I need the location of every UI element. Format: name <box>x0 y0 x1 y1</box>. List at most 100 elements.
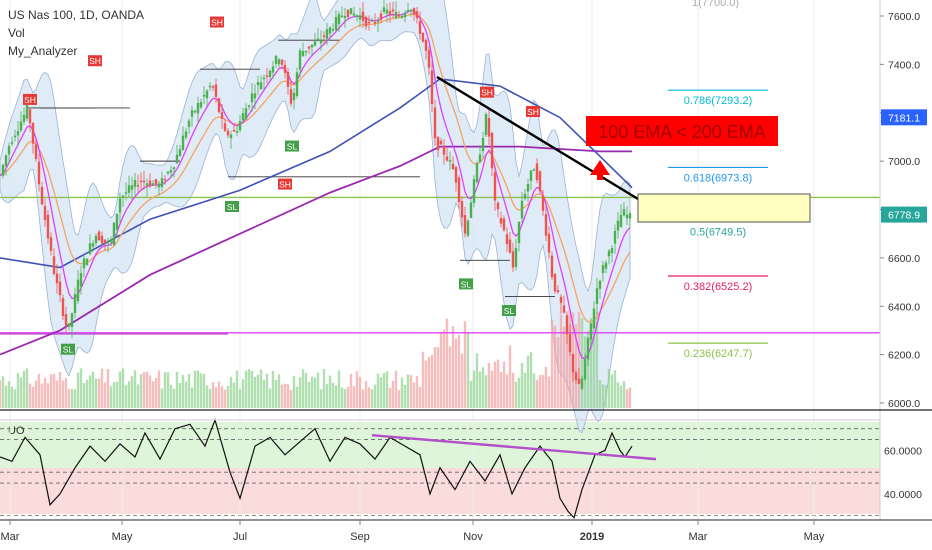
price-tick-label: 7400.0 <box>888 59 920 71</box>
volume-bar <box>130 376 134 408</box>
candle-body <box>196 103 200 114</box>
volume-bar <box>49 374 53 408</box>
candle-body <box>88 243 92 254</box>
candle-body <box>139 180 143 183</box>
candle-body <box>232 130 236 132</box>
volume-bar <box>319 389 323 408</box>
candle-body <box>376 20 380 22</box>
candle-body <box>481 137 485 152</box>
volume-bar <box>232 382 236 408</box>
candle-body <box>511 251 515 268</box>
candle-body <box>475 163 479 182</box>
volume-bar <box>484 375 488 408</box>
candle-body <box>271 66 275 73</box>
candle-body <box>193 110 197 113</box>
volume-bar <box>334 385 338 408</box>
volume-bar <box>367 387 371 408</box>
candle-body <box>619 214 623 228</box>
candle-body <box>556 290 560 293</box>
volume-bar <box>349 373 353 408</box>
candle-body <box>496 202 500 210</box>
volume-bar <box>391 381 395 408</box>
candle-body <box>391 9 395 12</box>
fib-level: 0.236(6247.7) <box>668 342 768 360</box>
indicator-analyzer[interactable]: My_Analyzer <box>8 44 78 58</box>
candle-body <box>424 40 428 51</box>
volume-bar <box>481 367 485 408</box>
candle-body <box>73 293 77 314</box>
time-tick-label: May <box>112 531 133 543</box>
volume-bar <box>181 374 185 408</box>
volume-bar <box>271 370 275 408</box>
candle-body <box>31 123 35 144</box>
candle-body <box>28 109 32 124</box>
volume-bar <box>115 381 119 408</box>
candle-body <box>502 218 506 231</box>
candle-body <box>178 149 182 157</box>
candle-body <box>91 243 95 247</box>
candle-body <box>97 231 101 241</box>
volume-bar <box>433 347 437 408</box>
price-tick-label: 7600.0 <box>888 11 920 23</box>
candle-body <box>4 155 8 167</box>
candle-body <box>157 183 161 188</box>
candle-body <box>322 35 326 37</box>
symbol-title[interactable]: US Nas 100, 1D, OANDA <box>8 8 145 22</box>
oscillator-tick-label: 60.0000 <box>884 445 922 457</box>
candle-body <box>412 8 416 15</box>
candle-body <box>601 265 605 273</box>
volume-bar <box>469 380 473 408</box>
volume-bar <box>625 389 629 408</box>
volume-bar <box>601 384 605 408</box>
volume-bar <box>364 380 368 408</box>
candle-body <box>538 171 542 192</box>
price-tick-label: 6200.0 <box>888 350 920 362</box>
volume-bar <box>10 386 14 408</box>
candle-body <box>307 46 311 49</box>
volume-bar <box>199 373 203 408</box>
candle-body <box>472 179 476 203</box>
volume-bar <box>241 379 245 408</box>
candle-body <box>169 169 173 173</box>
candle-body <box>325 29 329 39</box>
time-tick-label: Nov <box>463 531 483 543</box>
volume-bar <box>628 387 632 408</box>
volume-bar <box>487 362 491 408</box>
candle-body <box>16 131 20 136</box>
candle-body <box>202 94 206 97</box>
volume-bar <box>55 380 59 408</box>
volume-bar <box>244 370 248 408</box>
candle-body <box>382 7 386 12</box>
volume-bar <box>223 389 227 408</box>
volume-bar <box>574 324 578 408</box>
volume-bar <box>406 374 410 408</box>
candle-body <box>439 140 443 145</box>
volume-bar <box>208 388 212 408</box>
candle-body <box>172 167 176 170</box>
volume-bar <box>226 385 230 408</box>
candle-body <box>283 64 287 73</box>
candle-body <box>124 192 128 194</box>
candle-body <box>55 273 59 284</box>
volume-bar <box>184 381 188 408</box>
oscillator-axis-ticks: 60.0000 40.0000 <box>884 445 922 500</box>
volume-bar <box>466 332 470 408</box>
swing-label-low: SL <box>459 278 473 290</box>
volume-bar <box>151 381 155 408</box>
volume-bar <box>454 338 458 408</box>
svg-text:SH: SH <box>481 88 493 98</box>
candle-body <box>184 131 188 138</box>
candle-body <box>205 90 209 99</box>
fib-top-label: 1(7700.0) <box>692 0 739 9</box>
volume-bar <box>556 337 560 408</box>
svg-text:SL: SL <box>227 202 238 212</box>
candle-body <box>331 29 335 31</box>
indicator-vol[interactable]: Vol <box>8 26 25 40</box>
candle-body <box>367 21 371 24</box>
swing-label-high: SH <box>480 86 494 98</box>
candle-body <box>46 214 50 239</box>
candle-body <box>280 59 284 65</box>
volume-bar <box>502 361 506 408</box>
candle-body <box>499 217 503 224</box>
